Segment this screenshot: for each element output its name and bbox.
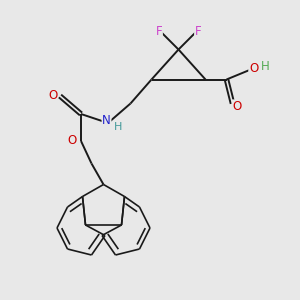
Text: H: H	[261, 59, 270, 73]
Text: H: H	[114, 122, 122, 133]
Text: F: F	[156, 25, 162, 38]
Text: F: F	[195, 25, 201, 38]
Text: O: O	[68, 134, 76, 148]
Text: O: O	[249, 62, 258, 76]
Text: N: N	[102, 113, 111, 127]
Text: O: O	[48, 89, 57, 103]
Text: O: O	[232, 100, 242, 113]
